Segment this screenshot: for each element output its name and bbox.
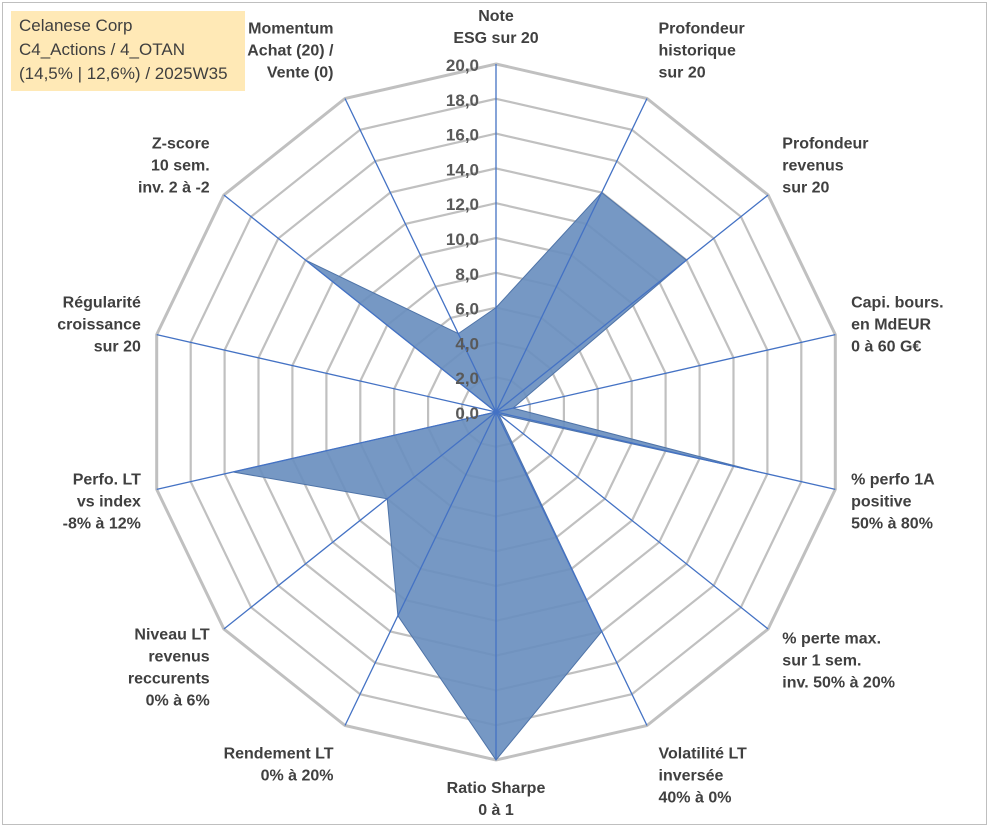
tick-label: 14,0: [446, 160, 479, 179]
axis-label-line: sur 20: [659, 65, 706, 82]
axis-label: Ratio Sharpe 0 à 1: [447, 780, 546, 819]
axis-label-line: positive: [851, 493, 912, 510]
axis-label-line: Vente (0): [267, 65, 334, 82]
axis-label: Capi. bours. en MdEUR 0 à 60 G€: [851, 295, 943, 356]
axis-label-line: sur 1 sem.: [782, 653, 861, 670]
tick-label: 6,0: [455, 300, 479, 319]
axis-spoke: [344, 98, 497, 413]
tick-label: 8,0: [455, 265, 479, 284]
axis-spoke: [156, 411, 497, 491]
axis-spoke: [223, 411, 497, 630]
info-box: Celanese Corp C4_Actions / 4_OTAN (14,5%…: [11, 11, 245, 91]
axis-label-line: % perte max.: [782, 631, 881, 648]
axis-label-line: inversée: [659, 768, 724, 785]
axis-spoke: [495, 333, 836, 413]
axis-label: % perfo 1A positive 50% à 80%: [851, 471, 935, 532]
axis-label-line: Achat (20) /: [247, 43, 334, 60]
axis-label-line: 50% à 80%: [851, 515, 933, 532]
axis-label-line: 0% à 20%: [261, 768, 334, 785]
axis-label-line: Régularité: [63, 295, 141, 312]
axis-label-line: inv. 50% à 20%: [782, 675, 895, 692]
axis-label-line: vs index: [77, 493, 141, 510]
axis-label-line: Niveau LT: [134, 626, 210, 643]
axis-spoke: [495, 411, 769, 630]
info-company: Celanese Corp: [19, 16, 133, 35]
tick-label: 18,0: [446, 91, 479, 110]
info-portfolio: C4_Actions / 4_OTAN: [19, 40, 185, 59]
axis-label: Régularité croissance sur 20: [57, 295, 141, 356]
axis-spoke: [344, 411, 497, 726]
radial-tick-labels: 0,0 2,0 4,0 6,0 8,0 10,0 12,0 14,0 16,0 18,0 20,0: [446, 56, 479, 423]
axis-label: % perte max. sur 1 sem. inv. 50% à 20%: [782, 631, 895, 692]
axis-label-line: Z-score: [152, 136, 210, 153]
tick-label: 4,0: [455, 334, 479, 353]
axis-label: Volatilité LT inversée 40% à 0%: [659, 746, 748, 807]
axis-label-line: 0 à 60 G€: [851, 339, 921, 356]
axis-spoke: [223, 194, 497, 413]
tick-label: 20,0: [446, 56, 479, 75]
axis-label-line: 10 sem.: [151, 158, 210, 175]
axis-labels: Note ESG sur 20 Profondeur historique sur 20…: [57, 8, 943, 819]
axis-label: Profondeur historique sur 20: [659, 21, 745, 82]
axis-label-line: Momentum: [248, 21, 333, 38]
axis-label-line: sur 20: [94, 339, 141, 356]
axis-label-line: inv. 2 à -2: [138, 180, 210, 197]
tick-label: 2,0: [455, 369, 479, 388]
axis-label: Note ESG sur 20: [453, 8, 538, 47]
axis-label-line: Profondeur: [659, 21, 745, 38]
radar-spokes: [156, 64, 836, 760]
axis-label-line: revenus: [782, 158, 843, 175]
axis-spoke: [495, 411, 836, 491]
axis-label-line: 40% à 0%: [659, 790, 732, 807]
axis-label-line: Capi. bours.: [851, 295, 943, 312]
tick-label: 0,0: [455, 404, 479, 423]
info-stats: (14,5% | 12,6%) / 2025W35: [19, 64, 228, 83]
axis-spoke: [495, 98, 648, 413]
axis-label-line: Note: [478, 8, 514, 25]
axis-label-line: % perfo 1A: [851, 471, 935, 488]
axis-label-line: -8% à 12%: [63, 515, 141, 532]
axis-label-line: ESG sur 20: [453, 30, 538, 47]
axis-label-line: reccurents: [128, 670, 210, 687]
axis-label-line: revenus: [148, 648, 209, 665]
axis-label-line: sur 20: [782, 180, 829, 197]
axis-label: Profondeur revenus sur 20: [782, 136, 868, 197]
tick-label: 10,0: [446, 230, 479, 249]
axis-label: Rendement LT 0% à 20%: [224, 746, 334, 785]
axis-spoke: [156, 333, 497, 413]
axis-label-line: historique: [659, 43, 736, 60]
axis-label-line: Profondeur: [782, 136, 868, 153]
axis-label-line: 0% à 6%: [146, 692, 210, 709]
axis-label-line: Perfo. LT: [73, 471, 141, 488]
axis-label-line: croissance: [57, 317, 141, 334]
axis-label-line: Rendement LT: [224, 746, 334, 763]
axis-label-line: 0 à 1: [478, 802, 514, 819]
axis-spoke: [495, 194, 769, 413]
axis-spoke: [495, 411, 648, 726]
tick-label: 12,0: [446, 195, 479, 214]
axis-label: Z-score 10 sem. inv. 2 à -2: [138, 136, 210, 197]
axis-label-line: Volatilité LT: [659, 746, 748, 763]
axis-label: Momentum Achat (20) / Vente (0): [247, 21, 334, 82]
axis-label-line: en MdEUR: [851, 317, 931, 334]
axis-label: Perfo. LT vs index -8% à 12%: [63, 471, 141, 532]
axis-label-line: Ratio Sharpe: [447, 780, 546, 797]
tick-label: 16,0: [446, 126, 479, 145]
axis-label: Niveau LT revenus reccurents 0% à 6%: [128, 626, 210, 709]
